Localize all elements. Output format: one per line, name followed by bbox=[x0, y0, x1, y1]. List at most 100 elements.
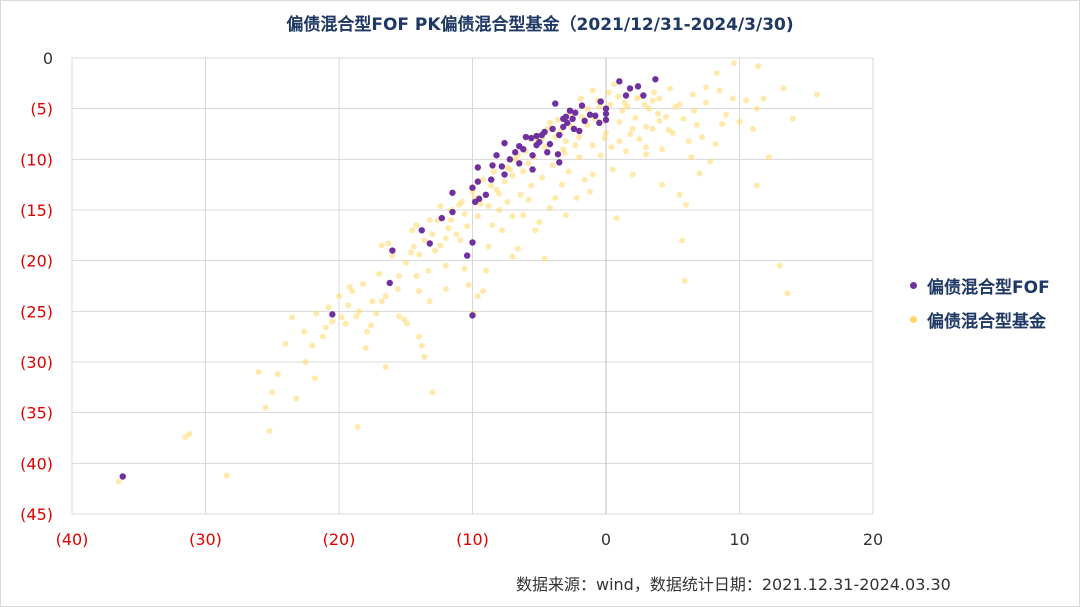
data-point-fof bbox=[556, 159, 563, 166]
data-point-fof bbox=[552, 100, 559, 107]
data-point-fund bbox=[509, 253, 516, 260]
data-point-fund bbox=[378, 242, 385, 249]
data-point-fund bbox=[255, 369, 262, 376]
data-point-fund bbox=[651, 89, 658, 96]
data-point-fof bbox=[572, 109, 579, 116]
data-point-fund bbox=[643, 151, 650, 158]
data-point-fund bbox=[474, 213, 481, 220]
data-point-fund bbox=[396, 313, 403, 320]
data-point-fund bbox=[723, 111, 730, 118]
data-point-fof bbox=[586, 111, 594, 118]
legend-item-fof: 偏债混合型FOF bbox=[910, 268, 1050, 302]
data-point-fund bbox=[474, 293, 481, 300]
data-point-fund bbox=[364, 328, 371, 335]
data-point-fund bbox=[342, 320, 349, 327]
data-point-fund bbox=[656, 95, 663, 102]
data-point-fund bbox=[685, 138, 692, 145]
source-note: 数据来源：wind，数据统计日期：2021.12.31-2024.03.30 bbox=[516, 575, 951, 594]
data-point-fof bbox=[556, 131, 563, 139]
data-point-fund bbox=[749, 125, 756, 132]
data-point-fof bbox=[119, 473, 126, 480]
data-point-fund bbox=[683, 201, 690, 208]
data-point-fund bbox=[643, 144, 650, 151]
y-tick-label: (40) bbox=[20, 454, 53, 473]
data-point-fund bbox=[362, 344, 369, 351]
legend-marker-fof bbox=[910, 281, 917, 289]
data-point-fund bbox=[667, 85, 674, 92]
data-point-fof bbox=[596, 119, 603, 127]
data-point-fund bbox=[753, 105, 760, 112]
x-tick-label: 20 bbox=[863, 530, 883, 549]
data-point-fund bbox=[369, 298, 376, 305]
data-point-fund bbox=[186, 430, 193, 437]
y-tick-label: (10) bbox=[20, 150, 53, 169]
data-point-fund bbox=[325, 304, 332, 311]
data-point-fund bbox=[520, 212, 527, 219]
legend-marker-fund bbox=[910, 315, 917, 323]
data-point-fof bbox=[634, 83, 642, 90]
data-point-fund bbox=[396, 272, 403, 279]
data-point-fof bbox=[597, 98, 604, 105]
data-point-fund bbox=[546, 119, 553, 126]
data-point-fof bbox=[622, 92, 630, 99]
data-point-fof bbox=[498, 163, 506, 170]
data-point-fund bbox=[394, 286, 401, 293]
y-tick-label: (25) bbox=[20, 302, 53, 321]
data-point-fund bbox=[608, 144, 615, 151]
data-point-fund bbox=[632, 114, 639, 121]
data-point-fund bbox=[378, 298, 385, 305]
data-point-fund bbox=[716, 87, 723, 94]
data-point-fund bbox=[655, 110, 662, 117]
data-point-fof bbox=[533, 132, 540, 140]
legend-label-fof: 偏债混合型FOF bbox=[927, 277, 1050, 298]
data-point-fund bbox=[623, 148, 630, 155]
data-point-fund bbox=[719, 120, 726, 127]
data-point-fund bbox=[301, 328, 308, 335]
data-point-fund bbox=[457, 237, 464, 244]
data-point-fund bbox=[356, 308, 363, 315]
data-point-fund bbox=[649, 125, 656, 132]
data-point-fund bbox=[663, 113, 670, 120]
data-point-fund bbox=[493, 186, 500, 193]
data-point-fund bbox=[562, 212, 569, 219]
data-point-fund bbox=[346, 284, 353, 291]
data-point-fund bbox=[729, 95, 736, 102]
data-point-fund bbox=[338, 314, 345, 321]
data-point-fund bbox=[426, 298, 433, 305]
data-point-fund bbox=[437, 242, 444, 249]
data-point-fof bbox=[512, 149, 519, 156]
data-point-fund bbox=[525, 196, 532, 203]
y-tick-label: (15) bbox=[20, 201, 53, 220]
data-point-fund bbox=[562, 138, 569, 145]
data-point-fund bbox=[489, 222, 496, 229]
data-point-fund bbox=[496, 207, 503, 213]
data-point-fund bbox=[699, 134, 706, 141]
data-point-fund bbox=[517, 191, 524, 198]
data-point-fund bbox=[681, 277, 688, 284]
data-point-fund bbox=[627, 131, 634, 137]
data-point-fund bbox=[731, 60, 738, 67]
data-point-fof bbox=[386, 279, 393, 287]
data-point-fund bbox=[607, 101, 614, 108]
data-point-fund bbox=[693, 121, 700, 128]
data-point-fof bbox=[438, 214, 445, 222]
data-point-fund bbox=[408, 249, 415, 256]
data-point-fof bbox=[469, 239, 476, 246]
data-point-fund bbox=[789, 115, 796, 122]
data-point-fund bbox=[688, 154, 695, 161]
data-point-fund bbox=[549, 162, 556, 169]
data-point-fund bbox=[597, 152, 604, 159]
data-point-fund bbox=[501, 178, 508, 185]
data-point-fund bbox=[485, 202, 492, 209]
data-point-fund bbox=[713, 70, 720, 77]
data-point-fund bbox=[656, 117, 663, 124]
data-point-fund bbox=[696, 170, 703, 177]
data-point-fund bbox=[525, 160, 532, 167]
data-point-fund bbox=[680, 115, 687, 122]
data-point-fof bbox=[506, 156, 514, 163]
data-point-fund bbox=[311, 375, 318, 382]
data-point-fund bbox=[416, 333, 423, 340]
data-point-fund bbox=[558, 181, 565, 188]
data-point-fund bbox=[641, 101, 648, 108]
